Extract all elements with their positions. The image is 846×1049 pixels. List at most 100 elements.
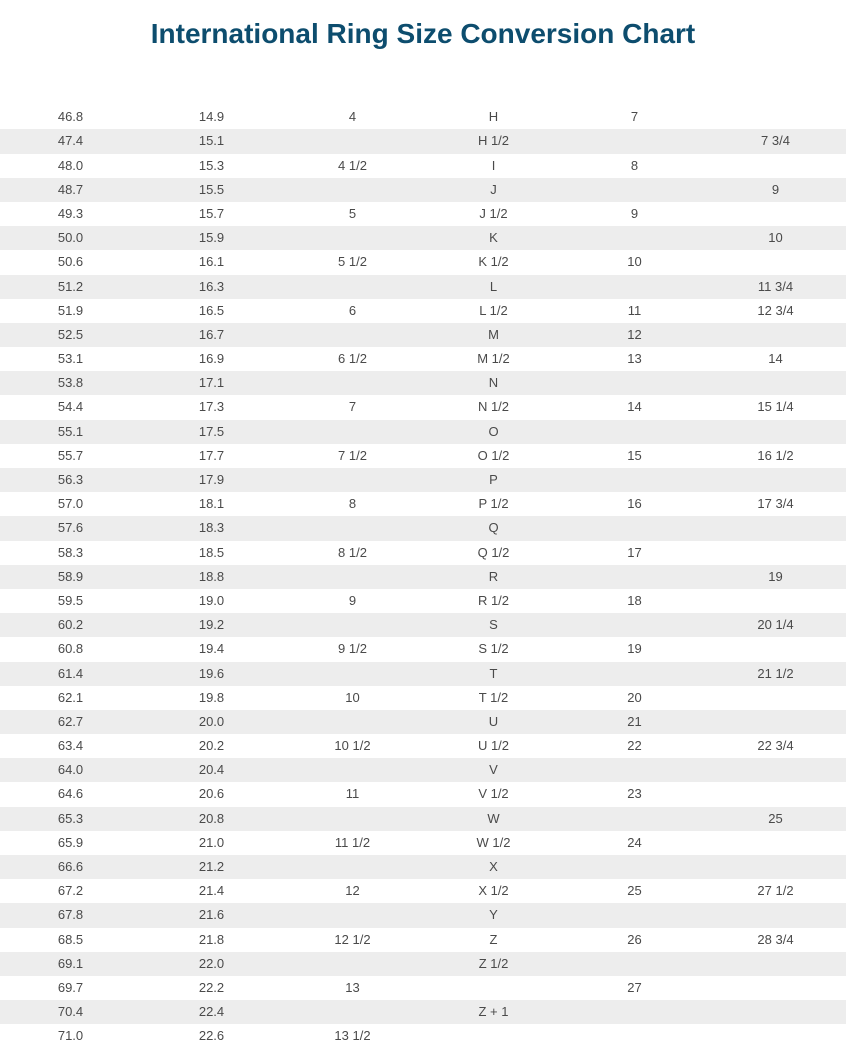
table-cell — [282, 129, 423, 153]
table-row: 67.221.412X 1/22527 1/2 — [0, 879, 846, 903]
table-cell: 25 — [705, 807, 846, 831]
table-cell — [564, 758, 705, 782]
table-cell: 20.6 — [141, 782, 282, 806]
table-row: 55.717.77 1/2O 1/21516 1/2 — [0, 444, 846, 468]
table-cell: 12 3/4 — [705, 299, 846, 323]
table-cell: 19.8 — [141, 686, 282, 710]
table-cell: 12 — [282, 879, 423, 903]
table-cell — [705, 782, 846, 806]
table-cell — [282, 952, 423, 976]
table-cell: J — [423, 178, 564, 202]
table-cell: 20 — [564, 686, 705, 710]
table-cell: W — [423, 807, 564, 831]
table-cell — [282, 807, 423, 831]
table-cell: 22 — [564, 734, 705, 758]
table-cell: 53.8 — [0, 371, 141, 395]
table-cell: 67.2 — [0, 879, 141, 903]
table-cell: S — [423, 613, 564, 637]
table-cell — [282, 323, 423, 347]
table-cell: 22.4 — [141, 1000, 282, 1024]
table-cell: 48.7 — [0, 178, 141, 202]
table-cell — [282, 662, 423, 686]
table-cell: 9 — [564, 202, 705, 226]
table-cell: 16.5 — [141, 299, 282, 323]
table-cell: 17.7 — [141, 444, 282, 468]
table-cell: 23 — [564, 782, 705, 806]
table-cell: 25 — [564, 879, 705, 903]
table-cell — [705, 516, 846, 540]
table-cell: 19.2 — [141, 613, 282, 637]
table-cell: 70.4 — [0, 1000, 141, 1024]
table-cell: 18.1 — [141, 492, 282, 516]
table-cell — [423, 976, 564, 1000]
table-cell: N — [423, 371, 564, 395]
table-row: 50.015.9K10 — [0, 226, 846, 250]
table-cell — [564, 371, 705, 395]
table-cell: 4 1/2 — [282, 154, 423, 178]
table-cell: 21.4 — [141, 879, 282, 903]
table-cell: 12 — [564, 323, 705, 347]
table-cell: 61.4 — [0, 662, 141, 686]
table-cell: Q 1/2 — [423, 541, 564, 565]
table-row: 55.117.5O — [0, 420, 846, 444]
table-cell: 50.6 — [0, 250, 141, 274]
table-cell: 21.6 — [141, 903, 282, 927]
table-cell: 12 1/2 — [282, 928, 423, 952]
table-cell: 9 — [705, 178, 846, 202]
table-cell: 7 3/4 — [705, 129, 846, 153]
table-row: 62.720.0U21 — [0, 710, 846, 734]
table-cell — [564, 565, 705, 589]
table-cell: 60.2 — [0, 613, 141, 637]
table-cell: 62.7 — [0, 710, 141, 734]
table-cell: 22.6 — [141, 1024, 282, 1048]
table-row: 54.417.37N 1/21415 1/4 — [0, 395, 846, 419]
table-cell — [282, 468, 423, 492]
table-cell: 21.8 — [141, 928, 282, 952]
table-cell: 68.5 — [0, 928, 141, 952]
table-cell — [705, 202, 846, 226]
table-cell — [564, 855, 705, 879]
table-cell: V 1/2 — [423, 782, 564, 806]
table-cell: 9 — [282, 589, 423, 613]
table-cell — [705, 855, 846, 879]
table-row: 63.420.210 1/2U 1/22222 3/4 — [0, 734, 846, 758]
table-row: 56.317.9P — [0, 468, 846, 492]
table-cell — [564, 952, 705, 976]
table-cell: 28 3/4 — [705, 928, 846, 952]
table-row: 66.621.2X — [0, 855, 846, 879]
table-cell — [705, 541, 846, 565]
table-cell: 15.3 — [141, 154, 282, 178]
table-cell: 14 — [705, 347, 846, 371]
table-cell — [705, 952, 846, 976]
table-cell — [282, 275, 423, 299]
table-cell: 71.0 — [0, 1024, 141, 1048]
table-cell: 19 — [564, 637, 705, 661]
table-cell — [564, 275, 705, 299]
table-cell — [282, 903, 423, 927]
table-cell: 8 — [564, 154, 705, 178]
table-cell — [282, 710, 423, 734]
table-cell — [705, 105, 846, 129]
table-cell: 67.8 — [0, 903, 141, 927]
table-cell — [564, 903, 705, 927]
table-cell: 58.9 — [0, 565, 141, 589]
table-cell — [564, 807, 705, 831]
table-cell: 16.3 — [141, 275, 282, 299]
table-cell — [705, 589, 846, 613]
table-cell: 15.1 — [141, 129, 282, 153]
table-cell: 21.0 — [141, 831, 282, 855]
table-cell: 13 — [282, 976, 423, 1000]
table-cell — [564, 1000, 705, 1024]
table-cell: 21.2 — [141, 855, 282, 879]
table-row: 59.519.09R 1/218 — [0, 589, 846, 613]
table-cell — [705, 468, 846, 492]
table-row: 65.320.8W25 — [0, 807, 846, 831]
table-cell: M 1/2 — [423, 347, 564, 371]
table-cell: 15.5 — [141, 178, 282, 202]
table-cell: 15.9 — [141, 226, 282, 250]
table-cell — [564, 662, 705, 686]
column-header: Circumference (mm)Europe / ISO — [0, 62, 141, 105]
table-row: 46.814.94H7 — [0, 105, 846, 129]
table-cell — [705, 420, 846, 444]
table-row: 60.819.49 1/2S 1/219 — [0, 637, 846, 661]
